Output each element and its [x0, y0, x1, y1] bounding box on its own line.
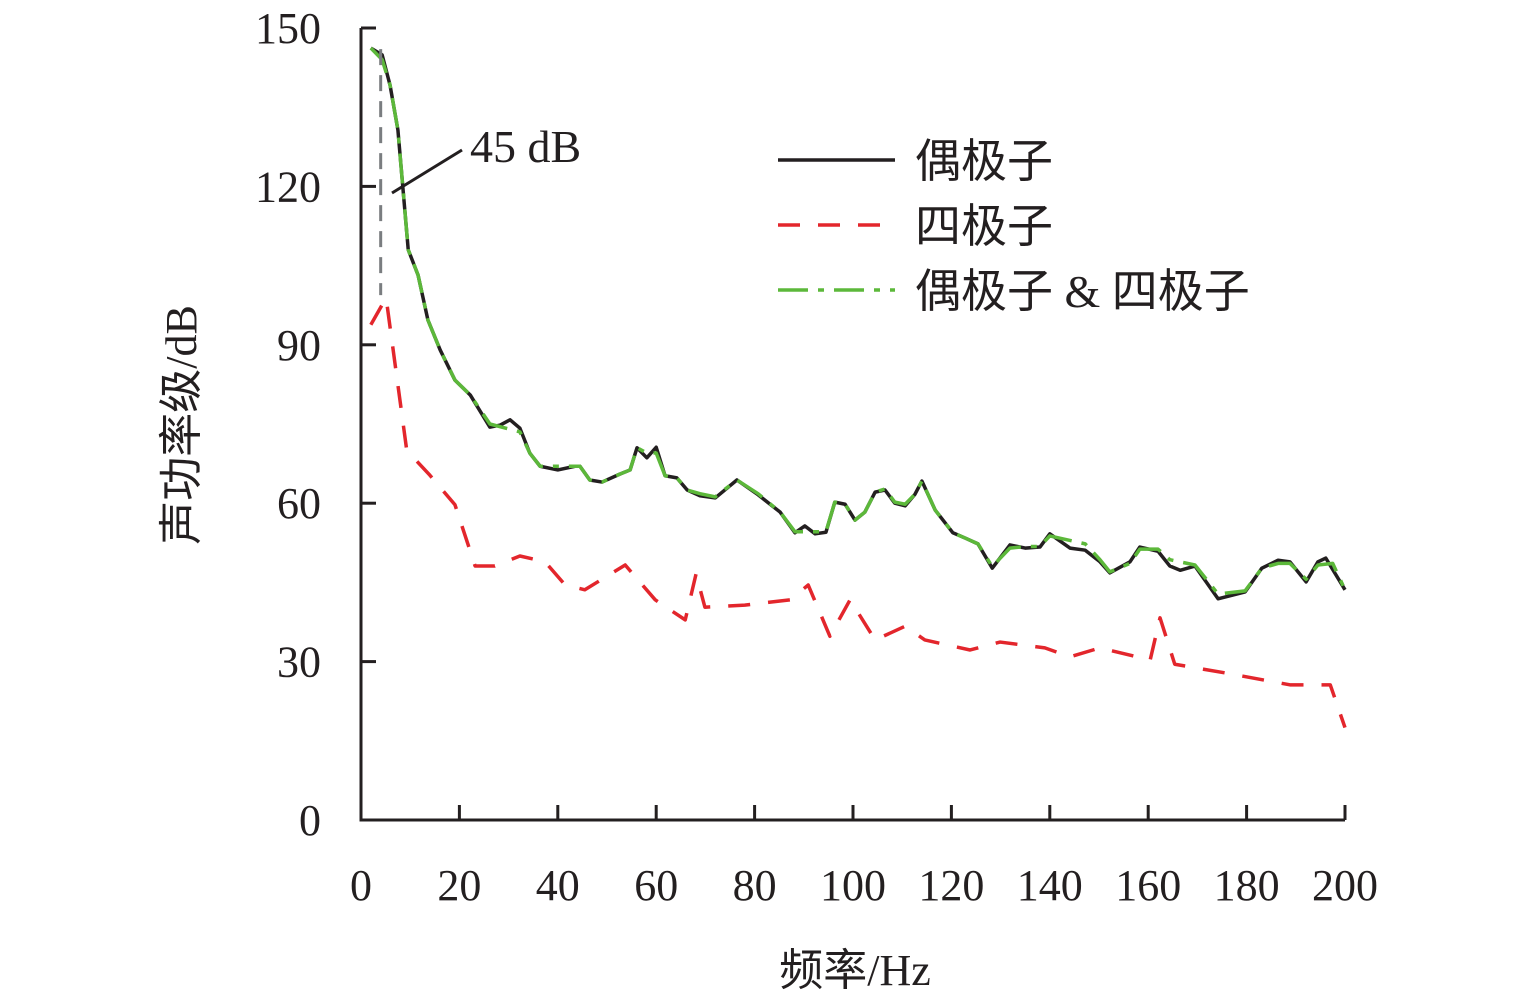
legend-label-2: 偶极子 & 四极子 [915, 266, 1250, 317]
x-tick-label: 140 [1017, 861, 1083, 910]
x-tick-label: 160 [1115, 861, 1181, 910]
y-tick-label: 0 [299, 796, 321, 845]
x-axis-label: 频率/Hz [779, 946, 931, 995]
x-tick-label: 100 [820, 861, 886, 910]
series-line-2 [369, 46, 1347, 596]
annotation-label: 45 dB [470, 121, 581, 172]
tick-labels: 0 30 60 90 120 150 0 20 40 60 80 100 120 140 160 180 200 [255, 4, 1378, 910]
y-tick-label: 30 [277, 638, 321, 687]
x-tick-label: 120 [918, 861, 984, 910]
series-line-1 [369, 296, 1347, 729]
x-tick-label: 200 [1312, 861, 1378, 910]
annotation: 45 dB [379, 49, 581, 296]
y-tick-label: 60 [277, 479, 321, 528]
y-tick-label: 120 [255, 162, 321, 211]
x-tick-label: 20 [437, 861, 481, 910]
legend-label-0: 偶极子 [915, 136, 1053, 187]
axes [359, 26, 1347, 822]
legend-label-1: 四极子 [915, 201, 1053, 252]
series-lines [369, 46, 1347, 729]
annotation-leader-line [391, 148, 463, 195]
x-tick-label: 80 [733, 861, 777, 910]
x-tick-label: 0 [350, 861, 372, 910]
y-tick-label: 90 [277, 321, 321, 370]
y-tick-label: 150 [255, 4, 321, 53]
x-tick-label: 60 [634, 861, 678, 910]
x-tick-label: 40 [536, 861, 580, 910]
y-axis-label: 声功率级/dB [157, 305, 206, 545]
x-tick-label: 180 [1214, 861, 1280, 910]
